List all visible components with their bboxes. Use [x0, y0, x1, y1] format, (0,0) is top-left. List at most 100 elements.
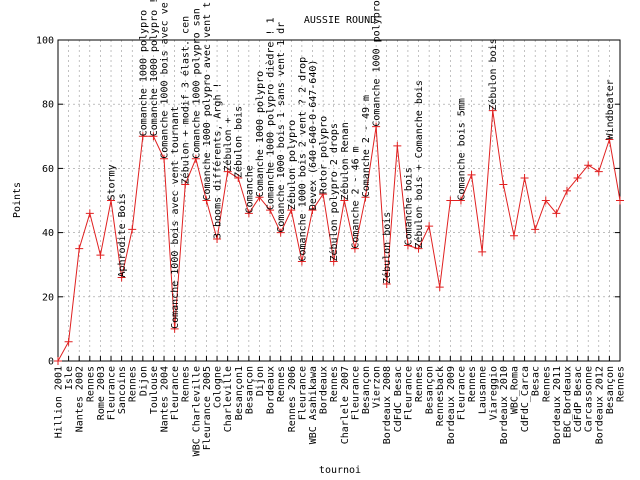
x-tick-label: Besançon: [425, 366, 436, 414]
point-marker: [446, 196, 455, 205]
annotation: Zébulon Renan: [339, 122, 351, 200]
x-tick-label: Hillion 2001: [54, 366, 65, 438]
x-tick-label: Rennes 2006: [287, 366, 298, 432]
annotation: Zébulon bois: [381, 212, 393, 284]
point-marker: [562, 186, 571, 195]
annotation: Comanche bois 5mm: [456, 98, 467, 200]
annotation: Comanche 2 - 46 m: [350, 146, 361, 248]
annotation: Zébulon polypro: [286, 120, 298, 210]
x-tick-label: CdFdP Besac: [573, 366, 584, 432]
point-marker: [319, 190, 328, 199]
annotation: Comanche 1000 bois avec ve: [160, 2, 171, 159]
point-marker: [75, 244, 84, 253]
x-tick-label: Fleurance: [297, 366, 308, 420]
x-tick-label: Vierzon: [372, 366, 383, 408]
x-tick-label: Besançon: [244, 366, 255, 414]
y-tick-label: 100: [36, 36, 54, 47]
x-tick-label: Carcassonne: [584, 366, 595, 432]
x-tick-label: Rennes: [85, 366, 96, 402]
x-tick-label: Besançon1: [234, 366, 245, 420]
annotation: Windbeater: [605, 79, 616, 139]
x-axis-label: tournoi: [319, 465, 361, 476]
annotation: Zébulon bois: [487, 38, 499, 110]
point-marker: [64, 337, 73, 346]
point-marker: [393, 141, 402, 150]
x-tick-label: Fleurance 2005: [202, 366, 213, 450]
x-tick-label: Fleurance: [403, 366, 414, 420]
point-marker: [584, 161, 593, 170]
x-tick-label: Rennes: [467, 366, 478, 402]
point-marker: [382, 279, 391, 288]
point-marker: [520, 174, 529, 183]
x-tick-label: Isle: [64, 366, 75, 390]
x-tick-label: Lausanne: [478, 366, 489, 414]
point-marker: [467, 170, 476, 179]
x-tick-label: Bordeaux 2010: [499, 366, 510, 444]
point-marker: [170, 324, 179, 333]
annotation: Zébulon +: [222, 117, 234, 171]
x-tick-label: Fleurance: [350, 366, 361, 420]
annotation: Comanche 1000 polypro avec vent t: [202, 2, 213, 201]
point-marker: [287, 206, 296, 215]
x-tick-label: Sancoins: [117, 366, 128, 414]
x-tick-label: Besac: [531, 366, 542, 396]
annotation: Zébulon + modif 3 élast. cen: [180, 16, 192, 185]
x-tick-label: Bordeaux 2008: [382, 366, 393, 444]
point-marker: [605, 135, 614, 144]
y-axis-label: Points: [12, 182, 23, 218]
x-tick-label: WBC Asahikawa: [308, 366, 319, 444]
point-marker: [85, 209, 94, 218]
x-tick-label: Charlele 2007: [340, 366, 351, 444]
x-tick-label: Fleurance: [107, 366, 118, 420]
point-marker: [181, 180, 190, 189]
x-tick-label: Fleurance: [456, 366, 467, 420]
point-marker: [531, 225, 540, 234]
y-tick-label: 20: [42, 292, 54, 303]
y-tick-label: 80: [42, 100, 54, 111]
x-tick-label: EBC_Bordeaux: [562, 366, 573, 438]
annotation: Aphrodite Bois: [117, 193, 128, 277]
x-tick-label: Rennes: [181, 366, 192, 402]
x-tick-label: Bordeaux: [319, 366, 330, 414]
point-marker: [160, 154, 169, 163]
annotation: Comanche 1000 bois 1 sans vent 1 dr: [276, 22, 287, 233]
point-marker: [297, 257, 306, 266]
point-marker: [541, 196, 550, 205]
x-tick-label: Rennes: [541, 366, 552, 402]
x-tick-label: WBC Charleville: [191, 366, 202, 456]
y-tick-label: 60: [42, 164, 54, 175]
annotation: Rotor polypro: [319, 116, 330, 194]
point-marker: [138, 132, 147, 141]
x-tick-label: Charleville: [223, 366, 234, 432]
annotation: Comanche 1000 polypro: [255, 71, 266, 197]
point-marker: [372, 122, 381, 131]
point-marker: [107, 196, 116, 205]
point-marker: [499, 180, 508, 189]
annotation: Comanche 2 - 49 m: [361, 95, 372, 197]
x-tick-label: Rennes: [128, 366, 139, 402]
annotation: 3 booms différents, Argh !: [212, 82, 224, 239]
x-tick-label: Rennes: [616, 366, 627, 402]
x-tick-label: Cologne: [213, 366, 224, 408]
point-marker: [149, 132, 158, 141]
annotation: Comanche 1000 polypro: [372, 0, 383, 126]
x-tick-label: Rennes: [329, 366, 340, 402]
y-tick-label: 40: [42, 228, 54, 239]
point-marker: [255, 193, 264, 202]
point-marker: [329, 257, 338, 266]
x-tick-label: Rennes: [276, 366, 287, 402]
annotation: Comanche 1000 polypro: [138, 10, 149, 136]
point-marker: [202, 196, 211, 205]
x-tick-label: Rennesback: [435, 366, 446, 426]
point-marker: [350, 244, 359, 253]
point-marker: [478, 247, 487, 256]
point-marker: [616, 196, 624, 205]
point-marker: [340, 196, 349, 205]
chart-title: AUSSIE ROUND: [304, 15, 376, 26]
x-tick-label: Bordeaux 2011: [552, 366, 563, 444]
point-marker: [361, 193, 370, 202]
point-marker: [414, 244, 423, 253]
point-marker: [594, 167, 603, 176]
annotation: Comanche 1000 bois avec vent tournant: [170, 106, 181, 329]
